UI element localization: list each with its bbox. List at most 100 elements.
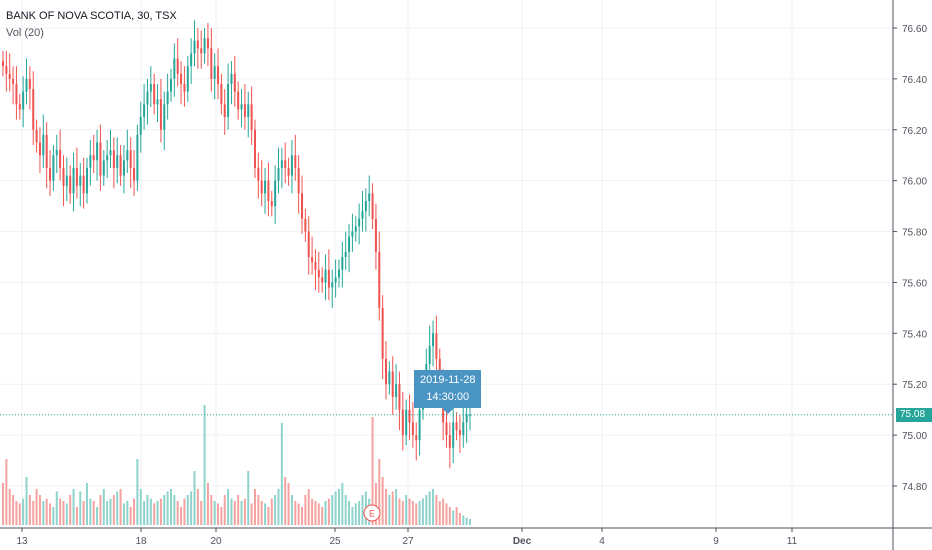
volume-bar — [301, 507, 304, 525]
candle-body — [260, 180, 263, 194]
y-axis-tick-label: 75.60 — [902, 278, 927, 289]
volume-bar — [166, 491, 169, 525]
candle-body — [180, 73, 183, 84]
volume-bar — [277, 489, 280, 525]
candle-body — [358, 218, 361, 227]
volume-bar — [344, 495, 347, 525]
volume-bar — [15, 501, 18, 525]
volume-bar — [348, 501, 351, 525]
volume-bar — [159, 498, 162, 525]
candle-body — [287, 167, 290, 176]
volume-bar — [401, 501, 404, 525]
tooltip-date: 2019-11-28 — [420, 374, 476, 386]
candle-body — [368, 193, 371, 202]
candle-body — [35, 129, 38, 143]
candle-body — [381, 307, 384, 359]
volume-bar — [274, 495, 277, 525]
candle-body — [133, 167, 136, 181]
volume-bar — [284, 477, 287, 525]
candle-body — [32, 89, 35, 130]
candle-body — [126, 150, 129, 161]
volume-bar — [267, 507, 270, 525]
volume-bar — [102, 489, 105, 525]
volume-bar — [92, 501, 95, 525]
candle-body — [85, 167, 89, 194]
y-axis-tick-label: 76.20 — [902, 126, 927, 137]
candle-body — [193, 40, 196, 54]
candle-body — [220, 83, 223, 105]
candle-body — [344, 251, 347, 257]
volume-bar — [153, 503, 156, 525]
volume-bar — [341, 483, 344, 525]
candle-body — [395, 384, 398, 397]
candle-body — [388, 371, 391, 385]
candle-body — [321, 277, 324, 283]
candle-body — [65, 175, 68, 186]
volume-bar — [398, 498, 401, 525]
candle-body — [432, 333, 435, 347]
volume-bar — [12, 495, 15, 525]
candle-body — [401, 409, 404, 436]
volume-bar — [38, 495, 41, 525]
volume-bar — [213, 501, 216, 525]
tooltip-time: 14:30:00 — [426, 391, 470, 403]
volume-bar — [418, 501, 421, 525]
x-axis-tick-label: 25 — [329, 536, 341, 547]
candle-body — [284, 160, 287, 168]
x-axis-tick-label: 20 — [210, 536, 222, 547]
candle-body — [136, 134, 139, 181]
volume-bar — [176, 501, 179, 525]
volume-bar — [217, 503, 220, 525]
candle-body — [398, 384, 401, 410]
candle-body — [109, 150, 112, 156]
candle-body — [334, 277, 337, 283]
volume-bar — [32, 501, 35, 525]
volume-bar — [257, 495, 260, 525]
candle-body — [411, 422, 414, 436]
y-axis-tick-label: 75.20 — [902, 380, 927, 391]
candle-body — [230, 73, 233, 84]
volume-bar — [35, 489, 38, 525]
volume-bar — [49, 503, 52, 525]
candle-body — [462, 422, 465, 436]
candle-body — [301, 193, 304, 219]
candle-body — [217, 66, 220, 84]
earnings-marker — [363, 504, 381, 522]
candle-body — [337, 269, 340, 278]
candle-body — [317, 269, 320, 278]
candle-body — [243, 104, 246, 118]
volume-bar — [455, 507, 458, 525]
candle-body — [384, 358, 388, 385]
candle-body — [163, 104, 166, 130]
volume-bar — [82, 501, 85, 525]
volume-indicator-label: Vol (20) — [6, 27, 44, 39]
candle-body — [96, 142, 99, 161]
volume-bar — [227, 489, 230, 525]
candle-body — [52, 155, 55, 181]
candle-body — [405, 409, 408, 436]
candle-body — [311, 257, 314, 263]
volume-bar — [408, 498, 411, 525]
candle-body — [82, 175, 85, 194]
volume-bar — [411, 501, 414, 525]
candle-body — [159, 99, 162, 130]
candle-body — [18, 104, 21, 110]
candle-body — [116, 155, 119, 168]
candle-body — [408, 409, 411, 423]
volume-bar — [247, 471, 250, 525]
volume-bar — [193, 471, 196, 525]
volume-bar — [287, 483, 290, 525]
candle-body — [72, 167, 75, 194]
y-axis-tick-label: 76.40 — [902, 75, 927, 86]
candle-body — [183, 83, 186, 92]
candle-body — [304, 218, 307, 232]
candle-body — [8, 73, 11, 79]
volume-bar — [253, 489, 256, 525]
volume-bar — [109, 498, 112, 525]
volume-bar — [106, 501, 109, 525]
candle-body — [15, 83, 18, 105]
candle-body — [55, 150, 58, 156]
candle-body — [247, 104, 250, 118]
